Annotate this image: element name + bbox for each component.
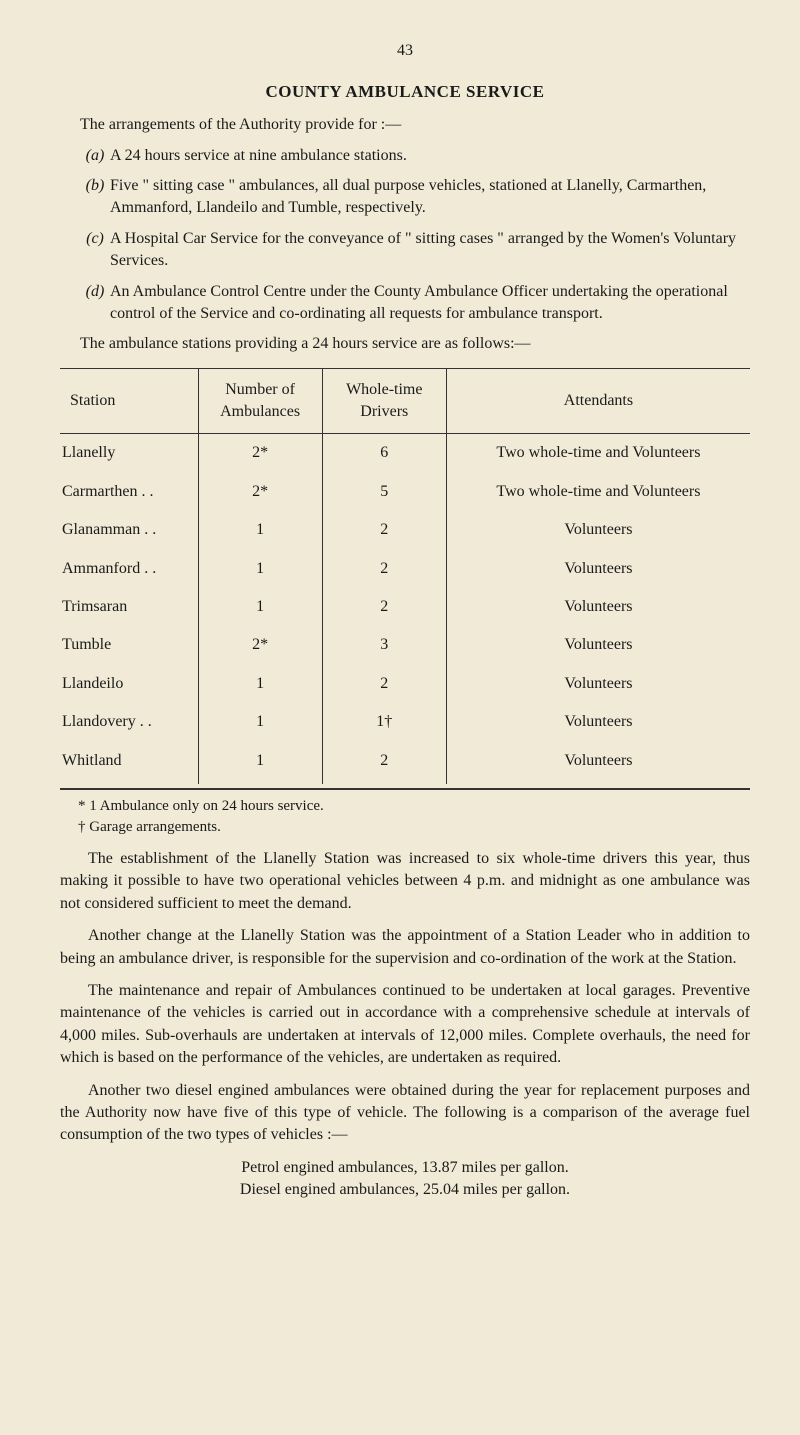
- cell-station: Llanelly: [60, 434, 198, 473]
- table-body: Llanelly 2* 6 Two whole-time and Volunte…: [60, 434, 750, 784]
- footnote-star: * 1 Ambulance only on 24 hours service.: [78, 796, 750, 817]
- cell-att: Volunteers: [446, 703, 750, 741]
- cell-drivers: 2: [322, 665, 446, 703]
- ambulance-stations-table: Station Number of Ambulances Whole-time …: [60, 368, 750, 784]
- cell-att: Volunteers: [446, 665, 750, 703]
- cell-num: 1: [198, 665, 322, 703]
- col-header-station: Station: [60, 368, 198, 434]
- cell-station: Tumble: [60, 626, 198, 664]
- list-item-d: (d) An Ambulance Control Centre under th…: [60, 281, 750, 326]
- table-row: Trimsaran 1 2 Volunteers: [60, 588, 750, 626]
- cell-drivers: 1†: [322, 703, 446, 741]
- cell-att: Volunteers: [446, 511, 750, 549]
- cell-att: Volunteers: [446, 588, 750, 626]
- list-item-a: (a) A 24 hours service at nine ambulance…: [60, 145, 750, 167]
- col-header-number: Number of Ambulances: [198, 368, 322, 434]
- cell-num: 2*: [198, 434, 322, 473]
- cell-station: Carmarthen . .: [60, 473, 198, 511]
- cell-num: 1: [198, 742, 322, 784]
- intro-paragraph: The arrangements of the Authority provid…: [60, 114, 750, 136]
- cell-num: 1: [198, 703, 322, 741]
- table-row: Llandovery . . 1 1† Volunteers: [60, 703, 750, 741]
- col-header-drivers: Whole-time Drivers: [322, 368, 446, 434]
- table-header-row: Station Number of Ambulances Whole-time …: [60, 368, 750, 434]
- cell-num: 1: [198, 588, 322, 626]
- col-header-attendants: Attendants: [446, 368, 750, 434]
- table-row: Ammanford . . 1 2 Volunteers: [60, 550, 750, 588]
- table-row: Tumble 2* 3 Volunteers: [60, 626, 750, 664]
- cell-station: Llandovery . .: [60, 703, 198, 741]
- cell-num: 2*: [198, 626, 322, 664]
- list-content: Five " sitting case " ambulances, all du…: [110, 175, 750, 220]
- paragraph: Another two diesel engined ambulances we…: [60, 1080, 750, 1147]
- comparison-block: Petrol engined ambulances, 13.87 miles p…: [60, 1157, 750, 1202]
- cell-station: Ammanford . .: [60, 550, 198, 588]
- table-row: Llandeilo 1 2 Volunteers: [60, 665, 750, 703]
- list-content: A Hospital Car Service for the conveyanc…: [110, 228, 750, 273]
- footnotes: * 1 Ambulance only on 24 hours service. …: [60, 796, 750, 838]
- cell-drivers: 2: [322, 550, 446, 588]
- paragraph: The establishment of the Llanelly Statio…: [60, 848, 750, 915]
- cell-num: 2*: [198, 473, 322, 511]
- comparison-line: Petrol engined ambulances, 13.87 miles p…: [60, 1157, 750, 1179]
- cell-drivers: 5: [322, 473, 446, 511]
- cell-drivers: 6: [322, 434, 446, 473]
- table-row: Llanelly 2* 6 Two whole-time and Volunte…: [60, 434, 750, 473]
- list-label: (a): [60, 145, 110, 167]
- document-title: COUNTY AMBULANCE SERVICE: [60, 80, 750, 104]
- table-row: Carmarthen . . 2* 5 Two whole-time and V…: [60, 473, 750, 511]
- list-item-c: (c) A Hospital Car Service for the conve…: [60, 228, 750, 273]
- cell-drivers: 3: [322, 626, 446, 664]
- cell-att: Two whole-time and Volunteers: [446, 473, 750, 511]
- cell-station: Llandeilo: [60, 665, 198, 703]
- cell-att: Volunteers: [446, 550, 750, 588]
- list-content: A 24 hours service at nine ambulance sta…: [110, 145, 750, 167]
- cell-station: Trimsaran: [60, 588, 198, 626]
- paragraph: Another change at the Llanelly Station w…: [60, 925, 750, 970]
- paragraph: The maintenance and repair of Ambulances…: [60, 980, 750, 1070]
- cell-num: 1: [198, 550, 322, 588]
- comparison-line: Diesel engined ambulances, 25.04 miles p…: [60, 1179, 750, 1201]
- table-bottom-rule: [60, 788, 750, 790]
- cell-drivers: 2: [322, 742, 446, 784]
- cell-att: Volunteers: [446, 742, 750, 784]
- cell-station: Glanamman . .: [60, 511, 198, 549]
- cell-station: Whitland: [60, 742, 198, 784]
- cell-drivers: 2: [322, 511, 446, 549]
- table-row: Whitland 1 2 Volunteers: [60, 742, 750, 784]
- table-row: Glanamman . . 1 2 Volunteers: [60, 511, 750, 549]
- footnote-dagger: † Garage arrangements.: [78, 817, 750, 838]
- cell-att: Two whole-time and Volunteers: [446, 434, 750, 473]
- cell-att: Volunteers: [446, 626, 750, 664]
- list-label: (b): [60, 175, 110, 220]
- cell-num: 1: [198, 511, 322, 549]
- page-number: 43: [60, 40, 750, 62]
- list-content: An Ambulance Control Centre under the Co…: [110, 281, 750, 326]
- list-label: (d): [60, 281, 110, 326]
- table-intro: The ambulance stations providing a 24 ho…: [60, 333, 750, 355]
- list-label: (c): [60, 228, 110, 273]
- list-item-b: (b) Five " sitting case " ambulances, al…: [60, 175, 750, 220]
- cell-drivers: 2: [322, 588, 446, 626]
